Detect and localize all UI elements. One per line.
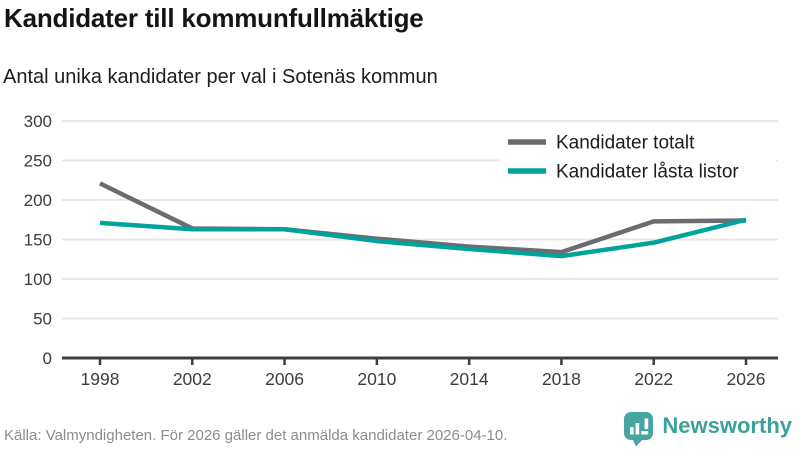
newsworthy-icon: [624, 412, 654, 447]
legend-label-1: Kandidater låsta listor: [556, 162, 739, 183]
legend-background: [500, 126, 776, 190]
chart-title: Kandidater till kommunfullmäktige: [4, 3, 424, 33]
y-tick-label: 200: [24, 191, 52, 210]
newsworthy-logo: Newsworthy: [623, 411, 792, 447]
x-tick-label: 2006: [265, 369, 304, 389]
y-tick-label: 300: [24, 112, 52, 131]
chart-subtitle: Antal unika kandidater per val i Sotenäs…: [3, 66, 438, 88]
x-tick-label: 1998: [81, 369, 120, 389]
y-tick-label: 250: [24, 152, 52, 171]
y-tick-label: 0: [43, 349, 52, 368]
y-tick-label: 50: [33, 310, 52, 329]
x-tick-label: 2026: [727, 369, 766, 389]
x-tick-label: 2002: [173, 369, 212, 389]
source-note: Källa: Valmyndigheten. För 2026 gäller d…: [4, 427, 508, 444]
x-tick-label: 2010: [357, 369, 396, 389]
series-line-1: [99, 217, 747, 259]
y-tick-label: 150: [24, 231, 52, 250]
x-tick-label: 2018: [542, 369, 581, 389]
y-tick-label: 100: [24, 270, 52, 289]
line-chart: 0 50 100 150 200 250 300 1998 2002 2006 2010 2014 20…: [24, 112, 778, 389]
legend-label-0: Kandidater totalt: [556, 133, 695, 154]
newsworthy-wordmark: Newsworthy: [662, 413, 792, 438]
x-tick-label: 2014: [450, 369, 489, 389]
x-tick-label: 2022: [634, 369, 673, 389]
